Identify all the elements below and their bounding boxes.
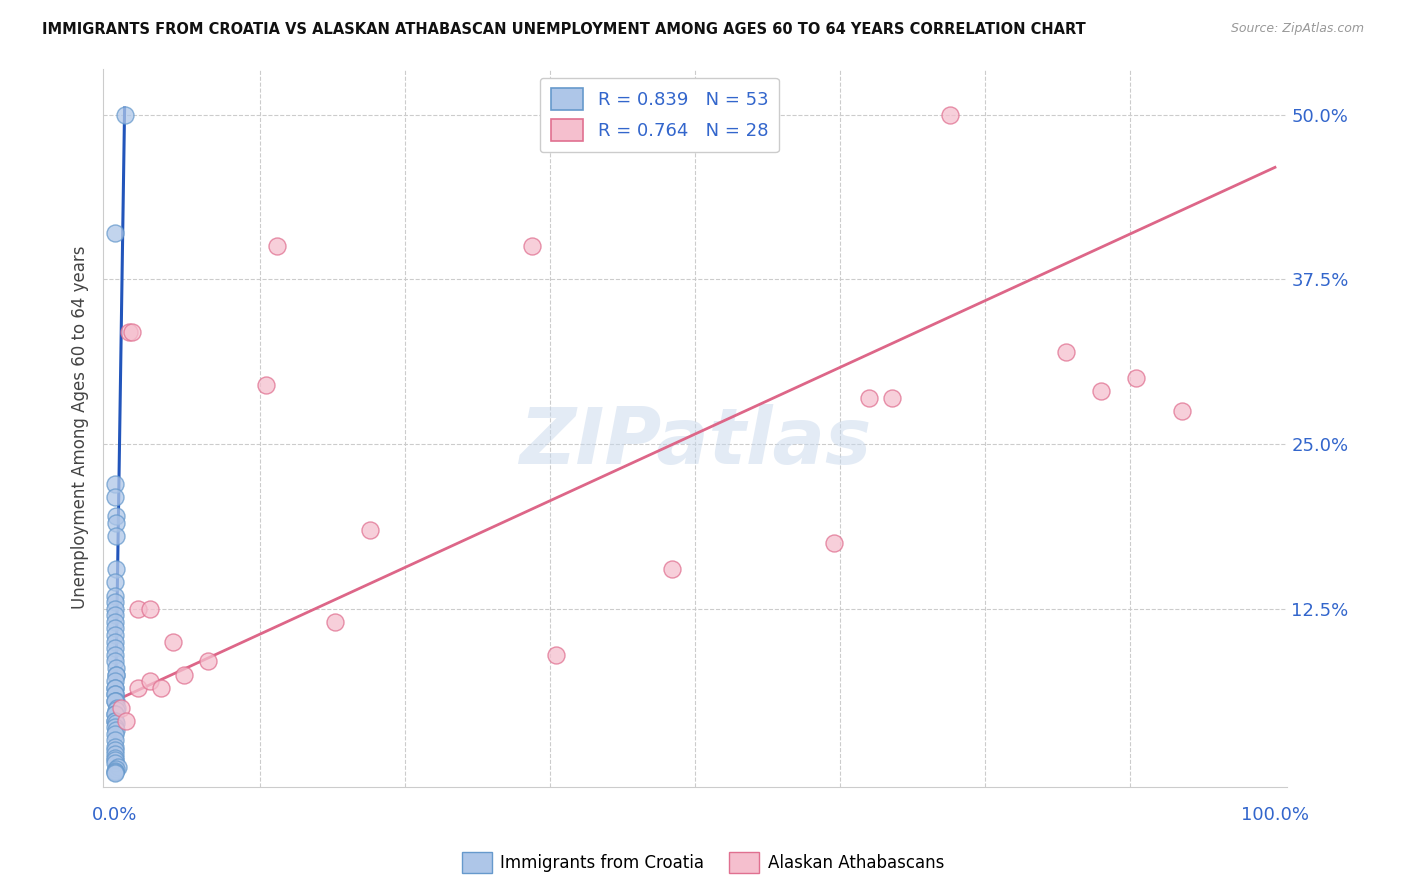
Text: ZIPatlas: ZIPatlas bbox=[519, 404, 870, 480]
Point bbox=[254, 377, 277, 392]
Legend: R = 0.839   N = 53, R = 0.764   N = 28: R = 0.839 N = 53, R = 0.764 N = 28 bbox=[540, 78, 779, 153]
Point bbox=[104, 763, 127, 777]
Point bbox=[104, 753, 127, 767]
Point bbox=[323, 615, 346, 629]
Point bbox=[104, 654, 127, 668]
Point bbox=[104, 720, 127, 734]
Point bbox=[138, 674, 160, 689]
Point bbox=[104, 562, 127, 576]
Point bbox=[104, 516, 127, 530]
Text: 0.0%: 0.0% bbox=[91, 806, 138, 824]
Point bbox=[105, 700, 128, 714]
Point bbox=[162, 634, 184, 648]
Point bbox=[104, 723, 127, 737]
Point bbox=[104, 509, 127, 524]
Point bbox=[104, 490, 127, 504]
Point bbox=[939, 108, 962, 122]
Point bbox=[104, 687, 127, 701]
Point bbox=[1054, 344, 1077, 359]
Point bbox=[104, 667, 127, 681]
Point bbox=[127, 601, 149, 615]
Point bbox=[104, 740, 127, 755]
Point bbox=[197, 654, 219, 668]
Point bbox=[544, 648, 567, 662]
Point bbox=[104, 476, 127, 491]
Point bbox=[104, 716, 127, 731]
Point bbox=[1125, 371, 1147, 385]
Point bbox=[104, 628, 127, 642]
Point bbox=[104, 756, 127, 770]
Point bbox=[104, 687, 127, 701]
Point bbox=[104, 615, 127, 629]
Point bbox=[104, 601, 127, 615]
Point bbox=[173, 667, 195, 681]
Point bbox=[104, 595, 127, 609]
Point bbox=[104, 681, 127, 695]
Point bbox=[104, 681, 127, 695]
Point bbox=[823, 536, 845, 550]
Point bbox=[114, 108, 136, 122]
Point bbox=[858, 391, 880, 405]
Point bbox=[104, 707, 127, 722]
Text: 100.0%: 100.0% bbox=[1241, 806, 1309, 824]
Point bbox=[104, 661, 127, 675]
Point bbox=[110, 700, 132, 714]
Text: Source: ZipAtlas.com: Source: ZipAtlas.com bbox=[1230, 22, 1364, 36]
Point bbox=[115, 714, 138, 728]
Point bbox=[104, 694, 127, 708]
Point bbox=[104, 766, 127, 780]
Point bbox=[138, 601, 160, 615]
Point bbox=[104, 714, 127, 728]
Point bbox=[104, 226, 127, 240]
Point bbox=[266, 239, 288, 253]
Point bbox=[104, 714, 127, 728]
Y-axis label: Unemployment Among Ages 60 to 64 years: Unemployment Among Ages 60 to 64 years bbox=[72, 246, 89, 609]
Point bbox=[104, 733, 127, 747]
Point bbox=[104, 694, 127, 708]
Point bbox=[150, 681, 173, 695]
Point bbox=[105, 529, 128, 543]
Point bbox=[127, 681, 149, 695]
Point bbox=[104, 747, 127, 761]
Point bbox=[104, 589, 127, 603]
Point bbox=[522, 239, 544, 253]
Text: IMMIGRANTS FROM CROATIA VS ALASKAN ATHABASCAN UNEMPLOYMENT AMONG AGES 60 TO 64 Y: IMMIGRANTS FROM CROATIA VS ALASKAN ATHAB… bbox=[42, 22, 1085, 37]
Point bbox=[104, 667, 127, 681]
Point bbox=[104, 742, 127, 756]
Point bbox=[104, 765, 127, 780]
Point bbox=[104, 634, 127, 648]
Point bbox=[661, 562, 683, 576]
Point bbox=[118, 325, 141, 339]
Point bbox=[104, 575, 127, 590]
Point bbox=[104, 608, 127, 623]
Point bbox=[1171, 404, 1194, 418]
Point bbox=[104, 622, 127, 636]
Point bbox=[880, 391, 903, 405]
Point bbox=[104, 727, 127, 741]
Point bbox=[104, 764, 127, 778]
Point bbox=[104, 641, 127, 656]
Point bbox=[121, 325, 143, 339]
Point bbox=[104, 674, 127, 689]
Point bbox=[741, 108, 763, 122]
Point bbox=[1090, 384, 1112, 399]
Point bbox=[104, 703, 127, 717]
Point bbox=[359, 523, 381, 537]
Point bbox=[104, 694, 127, 708]
Point bbox=[104, 648, 127, 662]
Point bbox=[104, 707, 127, 722]
Legend: Immigrants from Croatia, Alaskan Athabascans: Immigrants from Croatia, Alaskan Athabas… bbox=[456, 846, 950, 880]
Point bbox=[104, 750, 127, 764]
Point bbox=[107, 760, 129, 774]
